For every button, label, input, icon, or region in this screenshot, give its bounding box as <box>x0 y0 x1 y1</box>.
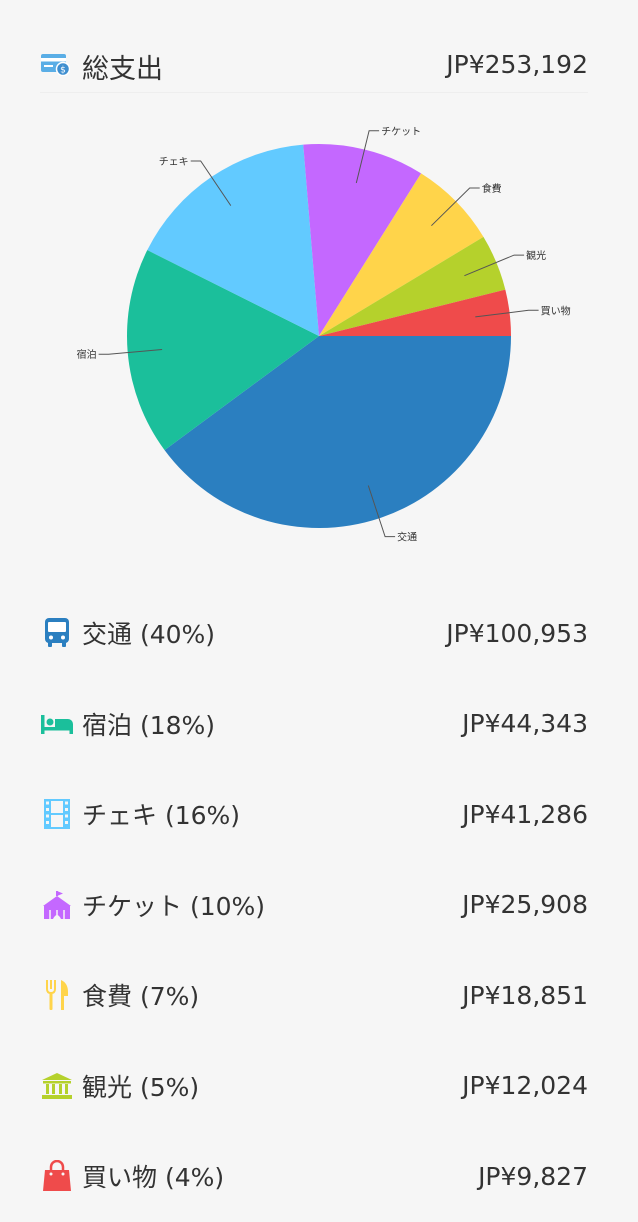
category-list: 交通 (40%) JP¥100,953 宿泊 (18%) JP¥44,343 <box>40 588 588 1222</box>
leader-line-sightseeing <box>464 254 525 277</box>
pie-slice-shopping[interactable] <box>319 289 511 336</box>
slice-label-ticket: チケット <box>381 126 421 138</box>
category-row-ticket[interactable]: チケット (10%) JP¥25,908 <box>40 860 588 951</box>
category-label: チケット (10%) <box>82 891 266 921</box>
leader-line-cheki <box>190 160 232 206</box>
bed-icon <box>40 707 74 741</box>
film-icon <box>40 797 74 831</box>
category-amount: JP¥18,851 <box>462 980 588 1010</box>
leader-line-transport <box>367 485 396 538</box>
category-row-shopping[interactable]: 買い物 (4%) JP¥9,827 <box>40 1131 588 1222</box>
category-amount: JP¥44,343 <box>462 709 588 739</box>
pie-slice-ticket[interactable] <box>303 144 422 336</box>
svg-text:$: $ <box>60 66 66 76</box>
total-expense-header: $ 総支出 JP¥253,192 <box>40 40 588 93</box>
category-row-sightseeing[interactable]: 観光 (5%) JP¥12,024 <box>40 1041 588 1132</box>
category-amount: JP¥25,908 <box>462 890 588 920</box>
category-row-left: 交通 (40%) <box>40 615 215 651</box>
category-row-lodging[interactable]: 宿泊 (18%) JP¥44,343 <box>40 679 588 770</box>
category-label: 食費 (7%) <box>82 982 200 1012</box>
pie-slice-cheki[interactable] <box>147 144 319 336</box>
page-title: 総支出 <box>82 53 163 85</box>
category-amount: JP¥12,024 <box>462 1071 588 1101</box>
pie-slice-sightseeing[interactable] <box>319 236 506 336</box>
slice-label-cheki: チェキ <box>159 156 189 168</box>
expense-pie-chart: 交通 宿泊 チェキ チケット食費観光買い物 <box>0 100 638 560</box>
category-row-left: 買い物 (4%) <box>40 1158 224 1194</box>
shopping-bag-icon <box>40 1159 74 1193</box>
category-amount: JP¥100,953 <box>446 618 588 648</box>
leader-line-ticket <box>355 130 380 184</box>
category-label: 交通 (40%) <box>82 620 216 650</box>
category-amount: JP¥9,827 <box>478 1161 588 1191</box>
bus-icon <box>40 616 74 650</box>
category-row-cheki[interactable]: チェキ (16%) JP¥41,286 <box>40 769 588 860</box>
leader-line-food <box>431 187 480 227</box>
museum-icon <box>40 1069 74 1103</box>
category-row-transport[interactable]: 交通 (40%) JP¥100,953 <box>40 588 588 679</box>
leader-line-shopping <box>475 309 539 318</box>
slice-label-shopping: 買い物 <box>541 304 571 317</box>
category-amount: JP¥41,286 <box>462 799 588 829</box>
slice-label-sightseeing: 観光 <box>526 249 546 262</box>
category-label: 宿泊 (18%) <box>82 710 216 740</box>
category-label: 観光 (5%) <box>82 1072 200 1102</box>
leader-line-lodging <box>98 349 163 355</box>
category-row-left: 食費 (7%) <box>40 977 199 1013</box>
pie-slice-food[interactable] <box>319 173 484 336</box>
category-row-left: チケット (10%) <box>40 887 265 923</box>
category-row-left: 観光 (5%) <box>40 1068 199 1104</box>
credit-card-icon: $ <box>40 52 71 80</box>
category-row-food[interactable]: 食費 (7%) JP¥18,851 <box>40 950 588 1041</box>
pie-slice-transport[interactable] <box>164 336 511 529</box>
category-row-left: チェキ (16%) <box>40 796 240 832</box>
tent-icon <box>40 888 74 922</box>
fork-knife-icon <box>40 978 74 1012</box>
category-label: チェキ (16%) <box>82 801 241 831</box>
slice-label-food: 食費 <box>482 182 502 195</box>
category-label: 買い物 (4%) <box>82 1163 225 1193</box>
total-expense-title-group: $ 総支出 <box>40 47 163 86</box>
slice-label-transport: 交通 <box>397 531 417 544</box>
slice-label-lodging: 宿泊 <box>77 348 97 361</box>
total-amount: JP¥253,192 <box>446 49 588 79</box>
category-row-left: 宿泊 (18%) <box>40 706 215 742</box>
pie-slice-lodging[interactable] <box>127 250 319 451</box>
